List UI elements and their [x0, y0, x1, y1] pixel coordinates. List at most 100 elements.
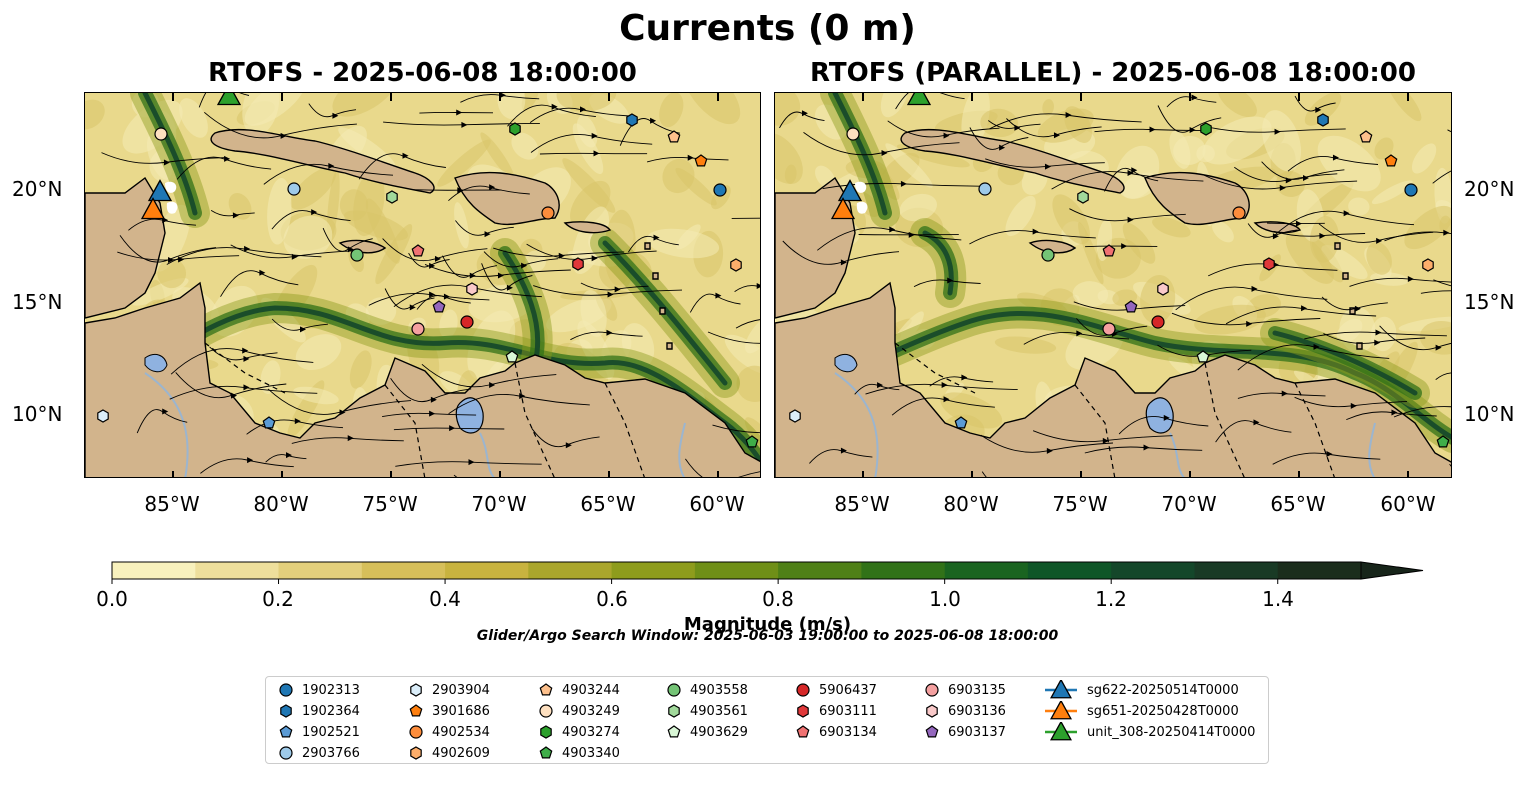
streamline-arrow	[1343, 210, 1350, 217]
streamline	[382, 412, 477, 418]
marker-4902609[interactable]	[730, 258, 742, 272]
marker-4902534[interactable]	[541, 206, 555, 220]
map-panel-rtofs[interactable]	[84, 92, 761, 478]
lat-tick-10-left: 10°N	[12, 402, 63, 426]
marker-4902609[interactable]	[1422, 258, 1434, 272]
glider-sg651-20250428T0000[interactable]	[830, 197, 856, 220]
streamline	[1069, 208, 1186, 222]
marker-4903249[interactable]	[846, 127, 860, 141]
marker-1902521[interactable]	[954, 416, 968, 429]
glider-sg622-20250514T0000[interactable]	[837, 179, 863, 202]
legend-marker-hexagon	[926, 704, 938, 718]
marker-4903249[interactable]	[154, 127, 168, 141]
colorbar-segment	[1194, 562, 1279, 579]
streamline	[419, 112, 494, 114]
legend-marker-pentagon	[279, 725, 293, 738]
streamline	[267, 388, 412, 415]
streamline-arrow	[580, 106, 587, 113]
land	[1356, 342, 1363, 350]
streamline-arrow	[1102, 437, 1109, 444]
marker-4903629[interactable]	[505, 350, 519, 363]
marker-4903561[interactable]	[1077, 190, 1089, 204]
streamline	[1266, 222, 1325, 225]
streamline-arrow	[506, 284, 513, 291]
marker-3901686[interactable]	[694, 154, 708, 167]
marker-4903244[interactable]	[667, 130, 681, 143]
legend-item: 4903274	[538, 722, 620, 742]
marker-4903629[interactable]	[1196, 350, 1210, 363]
streamline	[891, 397, 995, 416]
streamline	[413, 189, 502, 191]
marker-6903135[interactable]	[411, 322, 425, 336]
marker-2903766[interactable]	[978, 182, 992, 196]
marker-4903340[interactable]	[1436, 435, 1450, 448]
colorbar-segment	[445, 562, 529, 579]
glider-unit_308-20250414T0000[interactable]	[216, 93, 242, 106]
marker-6903111[interactable]	[1263, 257, 1275, 271]
marker-6903137[interactable]	[1124, 300, 1138, 313]
streamline-arrow	[1189, 127, 1196, 134]
streamline	[1118, 416, 1209, 435]
lon-tick-85-right: 85°W	[834, 492, 890, 516]
marker-6903111[interactable]	[572, 257, 584, 271]
streamline-arrow	[243, 384, 250, 391]
marker-6903137[interactable]	[432, 300, 446, 313]
marker-2903904[interactable]	[97, 409, 109, 423]
marker-5906437[interactable]	[1151, 315, 1165, 329]
marker-4903274[interactable]	[509, 122, 521, 136]
marker-2903766[interactable]	[287, 182, 301, 196]
legend-label: sg622-20250514T0000	[1087, 682, 1239, 698]
streamline	[712, 424, 760, 434]
marker-4903558[interactable]	[1041, 248, 1055, 262]
streamline-arrow	[1127, 216, 1134, 223]
marker-1902313[interactable]	[713, 183, 727, 197]
marker-5906437[interactable]	[460, 315, 474, 329]
streamline-arrow	[259, 269, 266, 276]
river	[144, 372, 189, 477]
marker-6903134[interactable]	[1102, 244, 1116, 257]
marker-1902364[interactable]	[626, 113, 638, 127]
marker-1902364[interactable]	[1317, 113, 1329, 127]
streamline-arrow	[1251, 285, 1258, 292]
streamline	[424, 263, 571, 277]
glider-unit_308-20250414T0000[interactable]	[906, 93, 932, 106]
glider-sg651-20250428T0000[interactable]	[140, 197, 166, 220]
legend-item: unit_308-20250414T0000	[1043, 722, 1255, 742]
legend-label: 4903244	[562, 682, 620, 698]
marker-6903135[interactable]	[1102, 322, 1116, 336]
streamline	[969, 127, 1029, 150]
marker-1902521[interactable]	[262, 416, 276, 429]
lon-tick-75-right: 75°W	[1052, 492, 1108, 516]
marker-4903558[interactable]	[350, 248, 364, 262]
marker-6903136[interactable]	[1157, 282, 1169, 296]
marker-6903136[interactable]	[466, 282, 478, 296]
streamline-arrow	[943, 396, 950, 403]
streamline-arrow	[461, 121, 468, 128]
marker-4902534[interactable]	[1232, 206, 1246, 220]
marker-4903274[interactable]	[1200, 122, 1212, 136]
marker-6903134[interactable]	[411, 244, 425, 257]
streamline	[448, 185, 530, 202]
marker-4903561[interactable]	[386, 190, 398, 204]
streamline-arrow	[1191, 94, 1198, 101]
streamline	[204, 111, 357, 139]
land	[900, 128, 1125, 194]
glider-sg622-20250514T0000[interactable]	[147, 179, 173, 202]
marker-4903340[interactable]	[745, 435, 759, 448]
map-panel-rtofs-parallel[interactable]	[774, 92, 1452, 478]
streamline	[854, 383, 900, 395]
border	[894, 342, 976, 394]
legend-label: 5906437	[819, 682, 877, 698]
figure-title: Currents (0 m)	[619, 8, 916, 49]
river	[678, 422, 686, 477]
streamline	[246, 419, 344, 435]
marker-2903904[interactable]	[789, 409, 801, 423]
legend-marker-triangle	[1045, 722, 1077, 741]
streamline-arrow	[900, 180, 907, 187]
marker-1902313[interactable]	[1404, 183, 1418, 197]
streamline-arrow	[231, 392, 238, 399]
marker-3901686[interactable]	[1384, 154, 1398, 167]
legend-label: 6903136	[948, 703, 1006, 719]
streamline-arrow	[1127, 169, 1134, 176]
marker-4903244[interactable]	[1359, 130, 1373, 143]
